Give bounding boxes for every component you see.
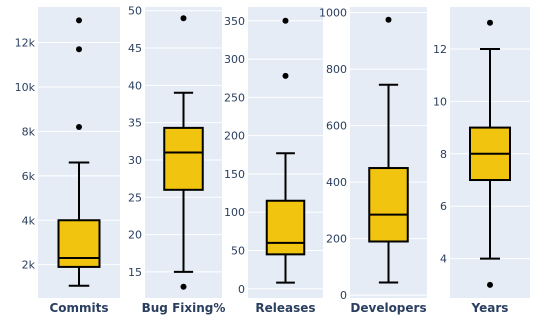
y-tick-label: 2k xyxy=(22,259,36,272)
y-tick-label: 15 xyxy=(128,266,142,279)
y-tick-label: 200 xyxy=(224,130,245,143)
x-axis-label: Bug Fixing% xyxy=(142,301,226,315)
y-tick-label: 300 xyxy=(224,53,245,66)
y-tick-label: 350 xyxy=(224,15,245,28)
y-tick-label: 6 xyxy=(440,200,447,213)
outlier-point xyxy=(180,15,187,22)
y-tick-label: 1000 xyxy=(319,7,347,20)
outlier-point xyxy=(76,17,82,24)
y-tick-label: 600 xyxy=(326,120,347,133)
box-iqr xyxy=(368,167,409,243)
x-axis-label: Commits xyxy=(49,301,108,315)
y-tick-label: 10k xyxy=(15,81,36,94)
y-tick-label: 400 xyxy=(326,176,347,189)
outlier-point xyxy=(282,17,289,24)
outlier-point xyxy=(385,16,392,23)
outlier-point xyxy=(76,123,82,130)
outlier-point xyxy=(487,19,493,26)
y-tick-label: 45 xyxy=(128,42,142,55)
outlier-point xyxy=(76,46,82,53)
x-axis-label: Years xyxy=(471,301,509,315)
y-tick-label: 800 xyxy=(326,63,347,76)
y-tick-label: 12k xyxy=(15,37,36,50)
x-axis-label: Releases xyxy=(255,301,315,315)
y-tick-label: 30 xyxy=(128,154,142,167)
y-tick-label: 10 xyxy=(433,95,447,108)
y-tick-label: 8 xyxy=(440,148,447,161)
y-tick-label: 100 xyxy=(224,206,245,219)
box-iqr xyxy=(163,126,204,191)
y-tick-label: 200 xyxy=(326,233,347,246)
y-tick-label: 50 xyxy=(128,5,142,18)
y-tick-label: 8k xyxy=(22,125,36,138)
y-tick-label: 50 xyxy=(231,245,245,258)
y-tick-label: 0 xyxy=(238,283,245,296)
box-iqr xyxy=(57,219,101,268)
outlier-point xyxy=(180,283,187,290)
y-tick-label: 20 xyxy=(128,229,142,242)
y-tick-label: 40 xyxy=(128,79,142,92)
y-tick-label: 250 xyxy=(224,91,245,104)
outlier-point xyxy=(282,72,289,79)
y-tick-label: 6k xyxy=(22,170,36,183)
y-tick-label: 0 xyxy=(340,289,347,302)
outlier-point xyxy=(487,281,493,288)
y-tick-label: 4k xyxy=(22,214,36,227)
y-tick-label: 35 xyxy=(128,117,142,130)
x-axis-label: Developers xyxy=(350,301,426,315)
y-tick-label: 150 xyxy=(224,168,245,181)
y-tick-label: 4 xyxy=(440,253,447,266)
box-iqr xyxy=(265,199,306,256)
y-tick-label: 12 xyxy=(433,43,447,56)
y-tick-label: 25 xyxy=(128,191,142,204)
